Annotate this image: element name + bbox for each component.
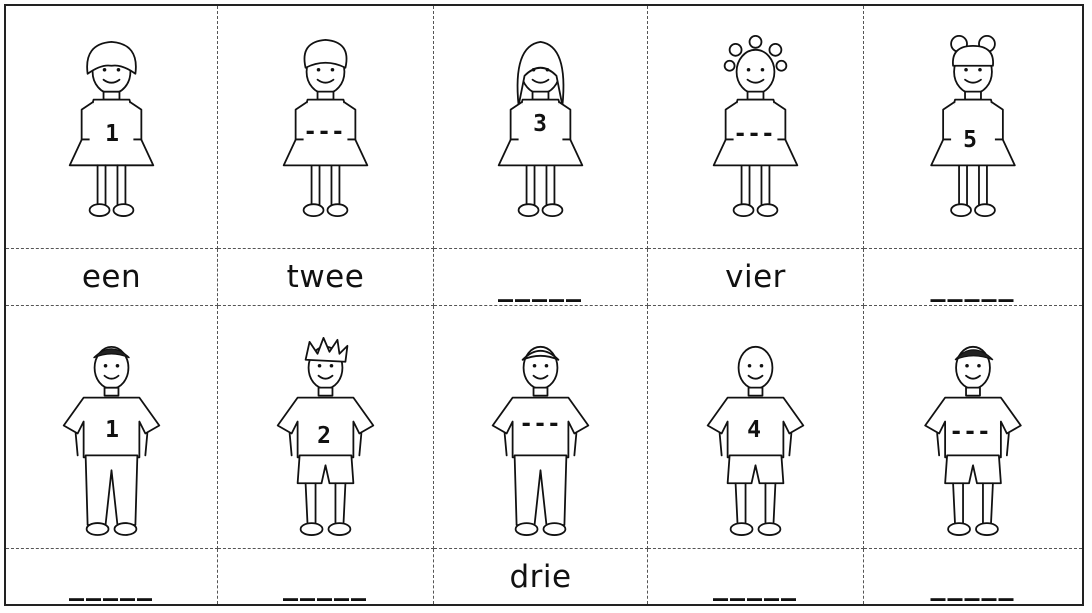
boy-word-cell: _____ <box>648 549 864 604</box>
answer-blank: _____ <box>283 567 368 602</box>
girl-word-cell: _____ <box>864 249 1082 306</box>
girl-picture-cell: --- <box>648 6 864 249</box>
boy-picture-cell: 1 <box>6 306 218 549</box>
shirt-number: 1 <box>105 121 119 147</box>
number-word: een <box>81 259 142 295</box>
number-word: vier <box>725 259 786 295</box>
shirt-number: --- <box>303 119 345 145</box>
boy-figure-icon <box>924 345 1022 536</box>
number-word: twee <box>286 259 365 295</box>
answer-blank: _____ <box>930 267 1016 303</box>
girl-picture-cell: 3 <box>434 6 648 249</box>
boy-picture-cell: --- <box>434 306 648 549</box>
girl-word-cell: vier <box>648 249 864 306</box>
shirt-number: 4 <box>747 417 761 443</box>
shirt-number: 5 <box>963 127 977 153</box>
shirt-number: --- <box>733 121 775 147</box>
girl-figure-icon <box>930 34 1016 218</box>
boy-figure-icon <box>276 336 375 536</box>
girl-figure-icon <box>497 40 584 218</box>
shirt-number: 2 <box>317 423 331 449</box>
boy-picture-cell: 2 <box>218 306 434 549</box>
girl-picture-cell: 5 <box>864 6 1082 249</box>
girl-figure-icon <box>282 38 369 218</box>
boy-word-cell: _____ <box>6 549 218 604</box>
boy-figure-icon <box>706 345 805 536</box>
girl-picture-cell: 1 <box>6 6 218 249</box>
girl-word-cell: een <box>6 249 218 306</box>
worksheet-grid: 1 --- 3 <box>4 4 1084 606</box>
boy-word-cell: _____ <box>218 549 434 604</box>
shirt-number: --- <box>519 411 561 437</box>
boy-picture-cell: 4 <box>648 306 864 549</box>
answer-blank: _____ <box>930 567 1016 602</box>
answer-blank: _____ <box>69 567 154 602</box>
shirt-number: 3 <box>533 111 547 137</box>
boy-word-cell: _____ <box>864 549 1082 604</box>
boy-word-cell: drie <box>434 549 648 604</box>
boy-figure-icon <box>491 345 590 536</box>
girl-word-cell: _____ <box>434 249 648 306</box>
boy-picture-cell: --- <box>864 306 1082 549</box>
girl-word-cell: twee <box>218 249 434 306</box>
number-word: drie <box>509 558 572 595</box>
shirt-number: --- <box>949 419 991 445</box>
girl-picture-cell: --- <box>218 6 434 249</box>
boy-figure-icon <box>62 345 161 536</box>
girl-figure-icon <box>68 41 155 217</box>
answer-blank: _____ <box>713 567 798 602</box>
girl-figure-icon <box>712 34 799 218</box>
answer-blank: _____ <box>498 267 583 303</box>
shirt-number: 1 <box>105 417 119 443</box>
